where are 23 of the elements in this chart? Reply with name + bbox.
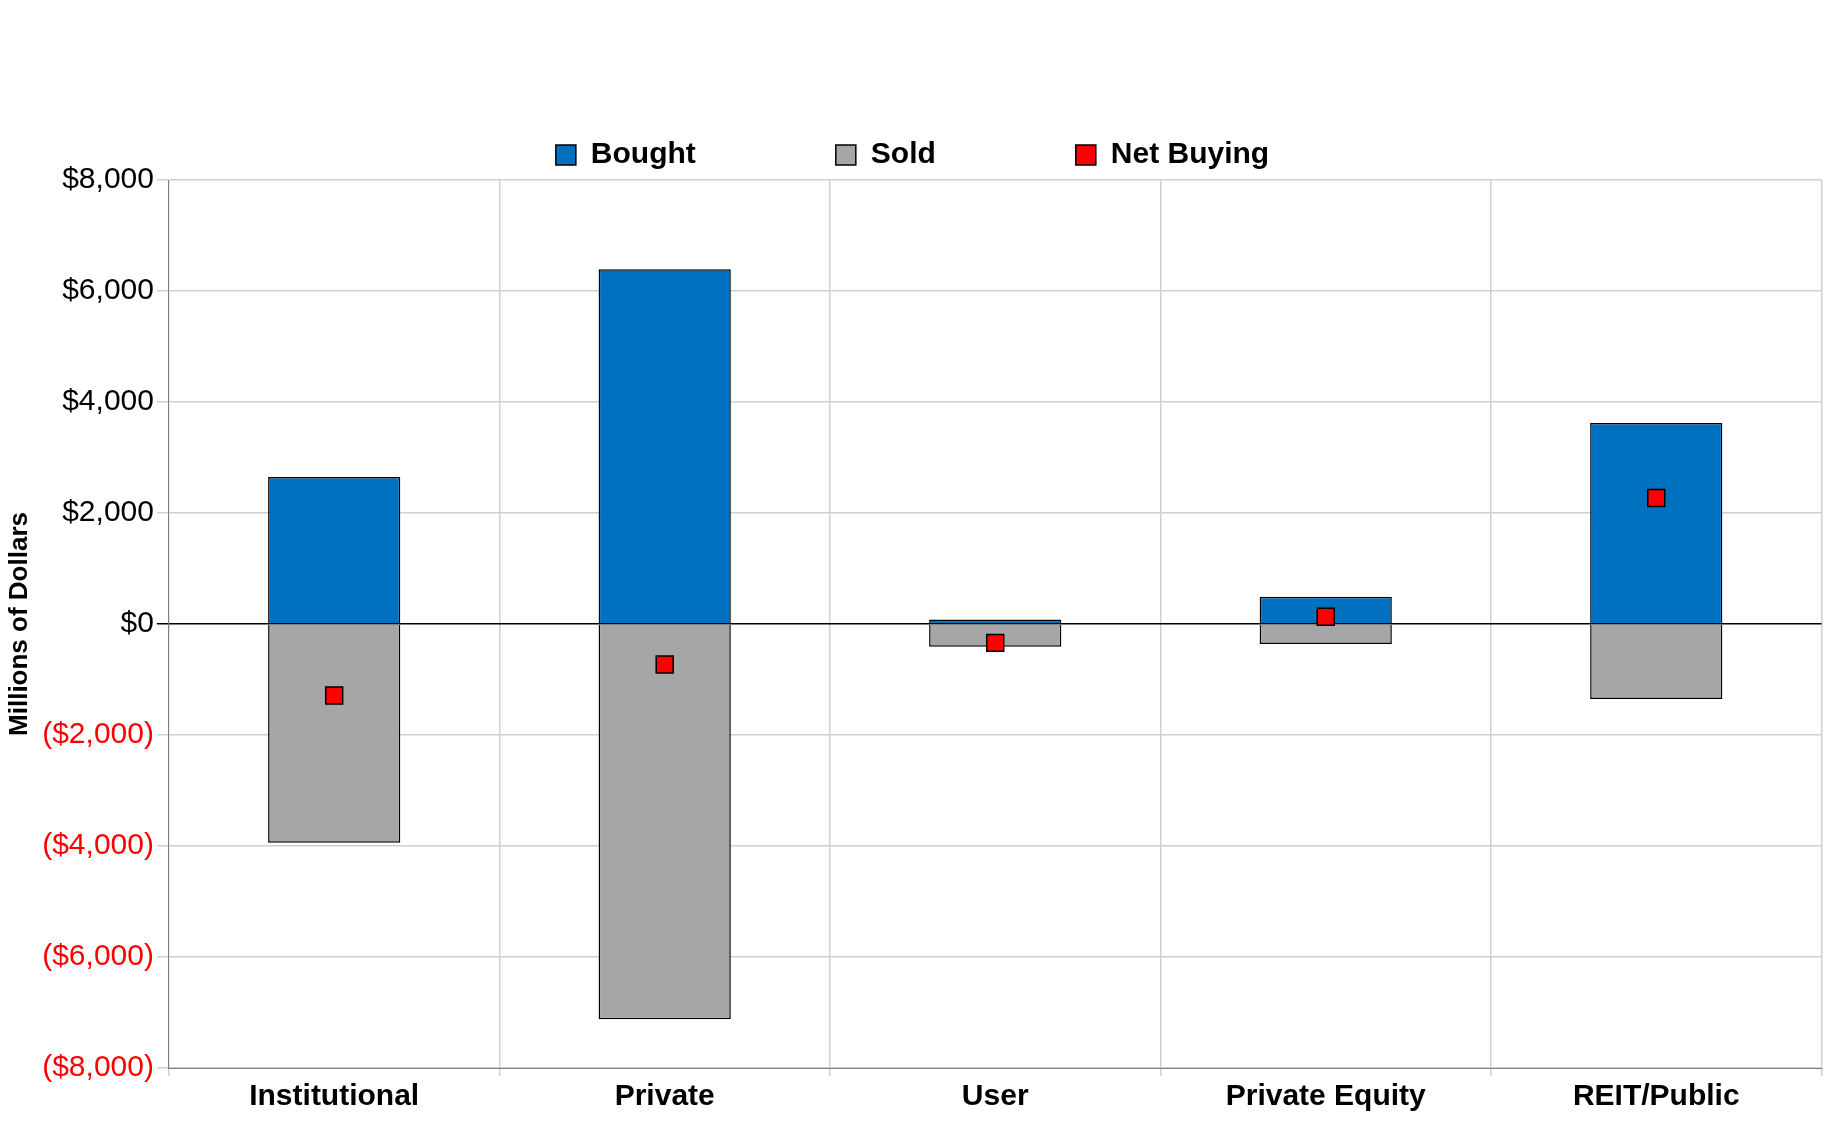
- x-tick-label: REIT/Public: [1572, 1078, 1740, 1112]
- legend-label: Sold: [870, 136, 936, 170]
- y-tick-label: $2,000: [62, 494, 154, 528]
- point: [985, 633, 1005, 653]
- x-tick-label: Private Equity: [1225, 1078, 1427, 1112]
- x-tick-label: User: [961, 1078, 1029, 1112]
- y-axis-title: Millions of Dollars: [2, 512, 33, 736]
- y-tick-label: ($6,000): [42, 938, 154, 972]
- x-tick-label: Private: [614, 1078, 715, 1112]
- point: [1647, 488, 1666, 508]
- y-tick-label: $6,000: [62, 272, 154, 306]
- x-tick-label: Institutional: [249, 1078, 420, 1112]
- y-tick-label: ($2,000): [42, 716, 154, 750]
- point: [655, 655, 674, 674]
- legend-label: Bought: [590, 136, 696, 170]
- legend-label: Net Buying: [1110, 136, 1270, 170]
- point: [324, 686, 344, 705]
- y-tick-label: ($8,000): [42, 1049, 154, 1083]
- point: [1316, 607, 1335, 627]
- y-tick-label: $0: [120, 605, 154, 639]
- y-tick-label: ($4,000): [42, 827, 154, 861]
- y-tick-label: $8,000: [62, 161, 154, 195]
- y-tick-label: $4,000: [62, 383, 154, 417]
